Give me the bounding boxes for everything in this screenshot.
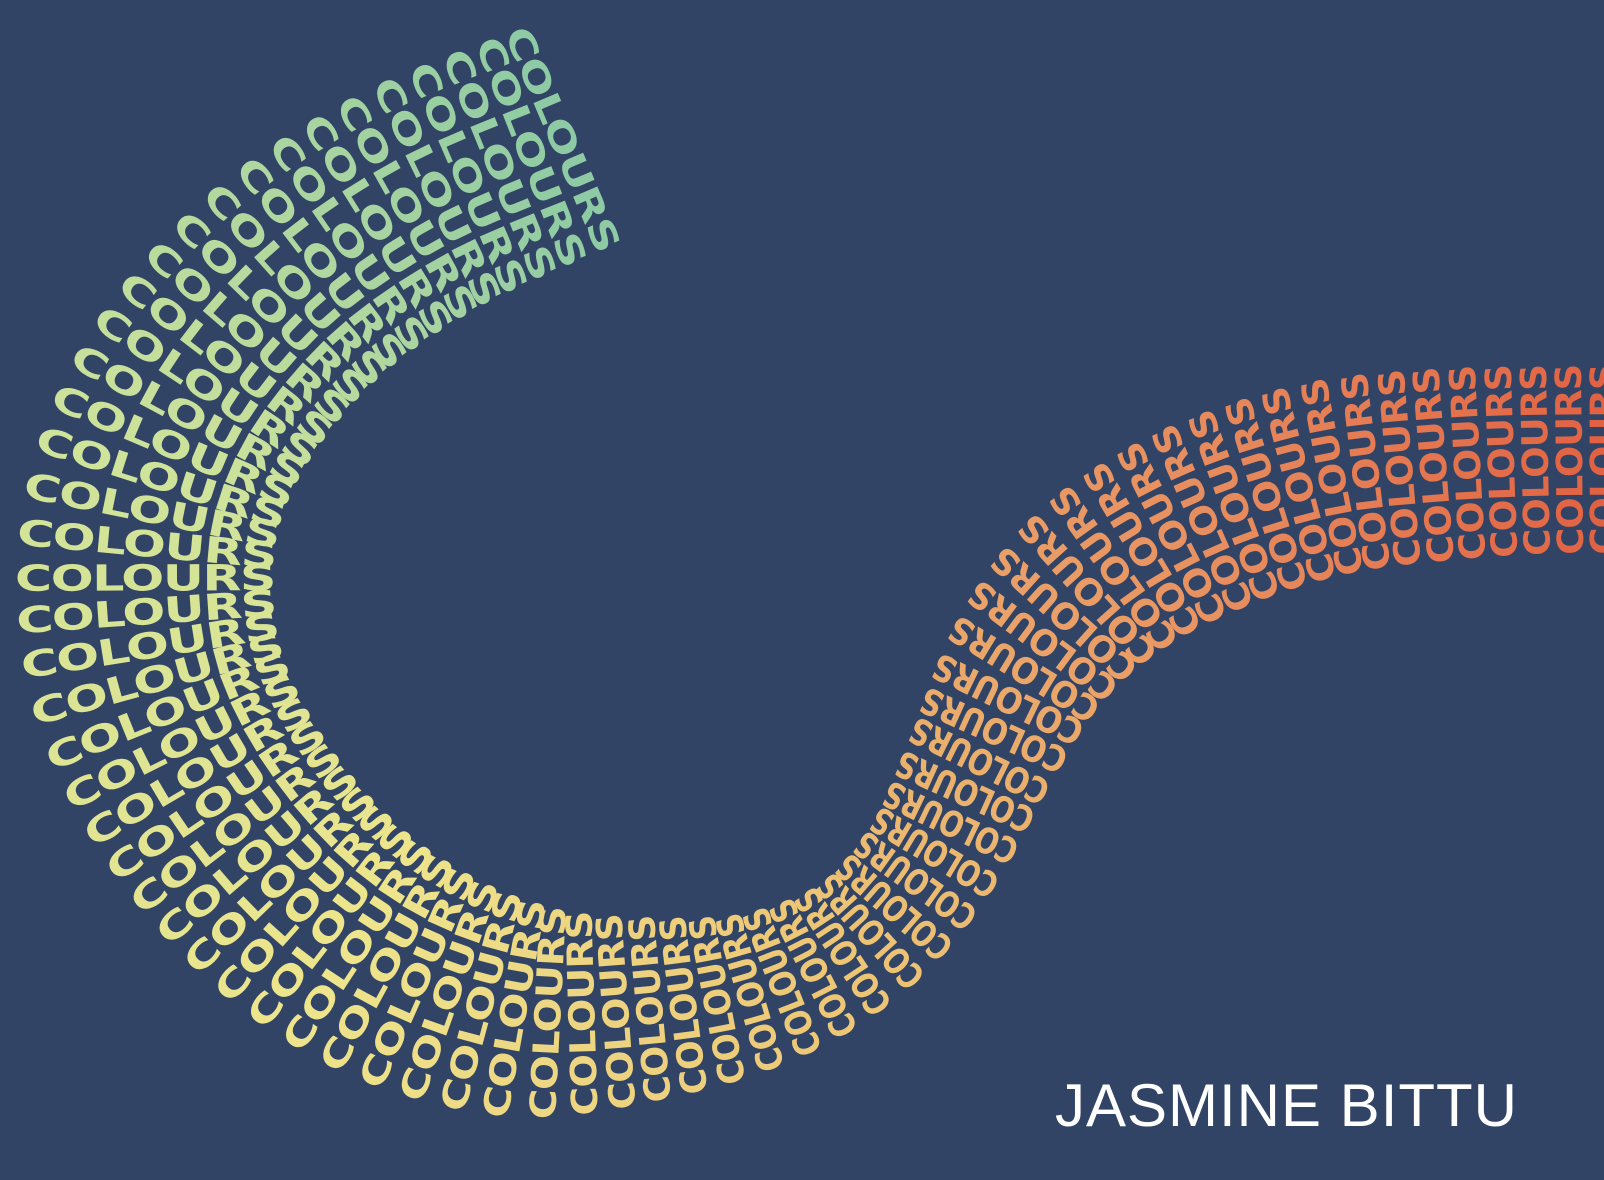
colours-word: COLOURS <box>1549 365 1592 555</box>
colours-word: COLOURS <box>1514 365 1559 557</box>
colours-word: COLOURS <box>559 911 606 1116</box>
author-name: JASMINE BITTU <box>1054 1072 1518 1139</box>
colours-word: COLOURS <box>1584 365 1604 555</box>
colours-word: COLOURS <box>15 558 275 600</box>
colours-word: COLOURS <box>1479 364 1527 558</box>
